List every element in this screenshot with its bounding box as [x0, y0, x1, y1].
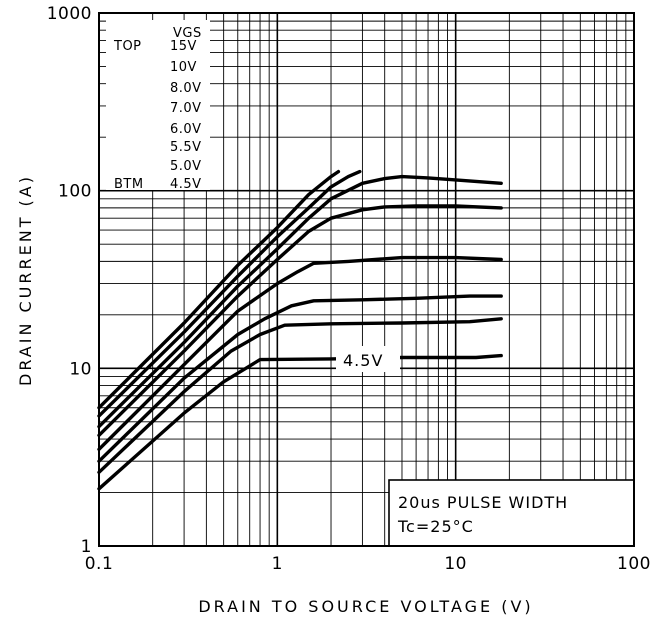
series-line-3 — [97, 174, 503, 429]
legend-header: VGS — [173, 26, 202, 41]
legend-top-label: TOP — [113, 39, 142, 54]
legend-entry: 5.0V — [170, 159, 202, 174]
legend-btm-label: BTM — [114, 177, 144, 192]
x-tick-label: 1 — [272, 554, 283, 574]
legend-entry: 6.0V — [170, 122, 202, 137]
legend-entry: 10V — [170, 60, 197, 75]
legend-entry: 15V — [170, 39, 197, 54]
x-axis-title: DRAIN TO SOURCE VOLTAGE (V) — [198, 597, 533, 616]
grid-lines — [99, 13, 634, 546]
y-tick-label: 1 — [81, 537, 92, 557]
series-line-2 — [97, 169, 362, 418]
y-tick-label: 1000 — [47, 4, 92, 24]
x-tick-label: 0.1 — [85, 554, 114, 574]
overlays — [106, 20, 635, 547]
series-line-6 — [97, 294, 503, 463]
curve-label-background — [336, 346, 400, 372]
series-line-1 — [97, 169, 341, 410]
x-tick-label: 100 — [617, 554, 651, 574]
legend-entries: 15V 10V 8.0V 7.0V 6.0V 5.5V 5.0V 4.5V — [170, 39, 202, 192]
curve-label: 4.5V — [343, 351, 383, 370]
note-box — [388, 479, 635, 547]
legend-entry: 4.5V — [170, 177, 202, 192]
y-axis-title: DRAIN CURRENT (A) — [16, 174, 35, 386]
note-line-1: 20us PULSE WIDTH — [398, 493, 568, 512]
series-line-5 — [97, 255, 503, 451]
y-tick-label: 100 — [58, 182, 92, 202]
y-tick-label: 10 — [69, 359, 92, 379]
x-tick-label: 10 — [444, 554, 467, 574]
legend-entry: 7.0V — [170, 101, 202, 116]
series-line-4 — [97, 204, 503, 437]
series-line-7 — [97, 317, 503, 474]
legend-entry: 5.5V — [170, 140, 202, 155]
legend-background — [106, 20, 210, 190]
note-line-2: Tc=25°C — [397, 517, 474, 536]
plot-frame — [98, 12, 635, 547]
curves — [97, 169, 503, 491]
legend-entry: 8.0V — [170, 81, 202, 96]
series-line-8 — [97, 353, 503, 491]
